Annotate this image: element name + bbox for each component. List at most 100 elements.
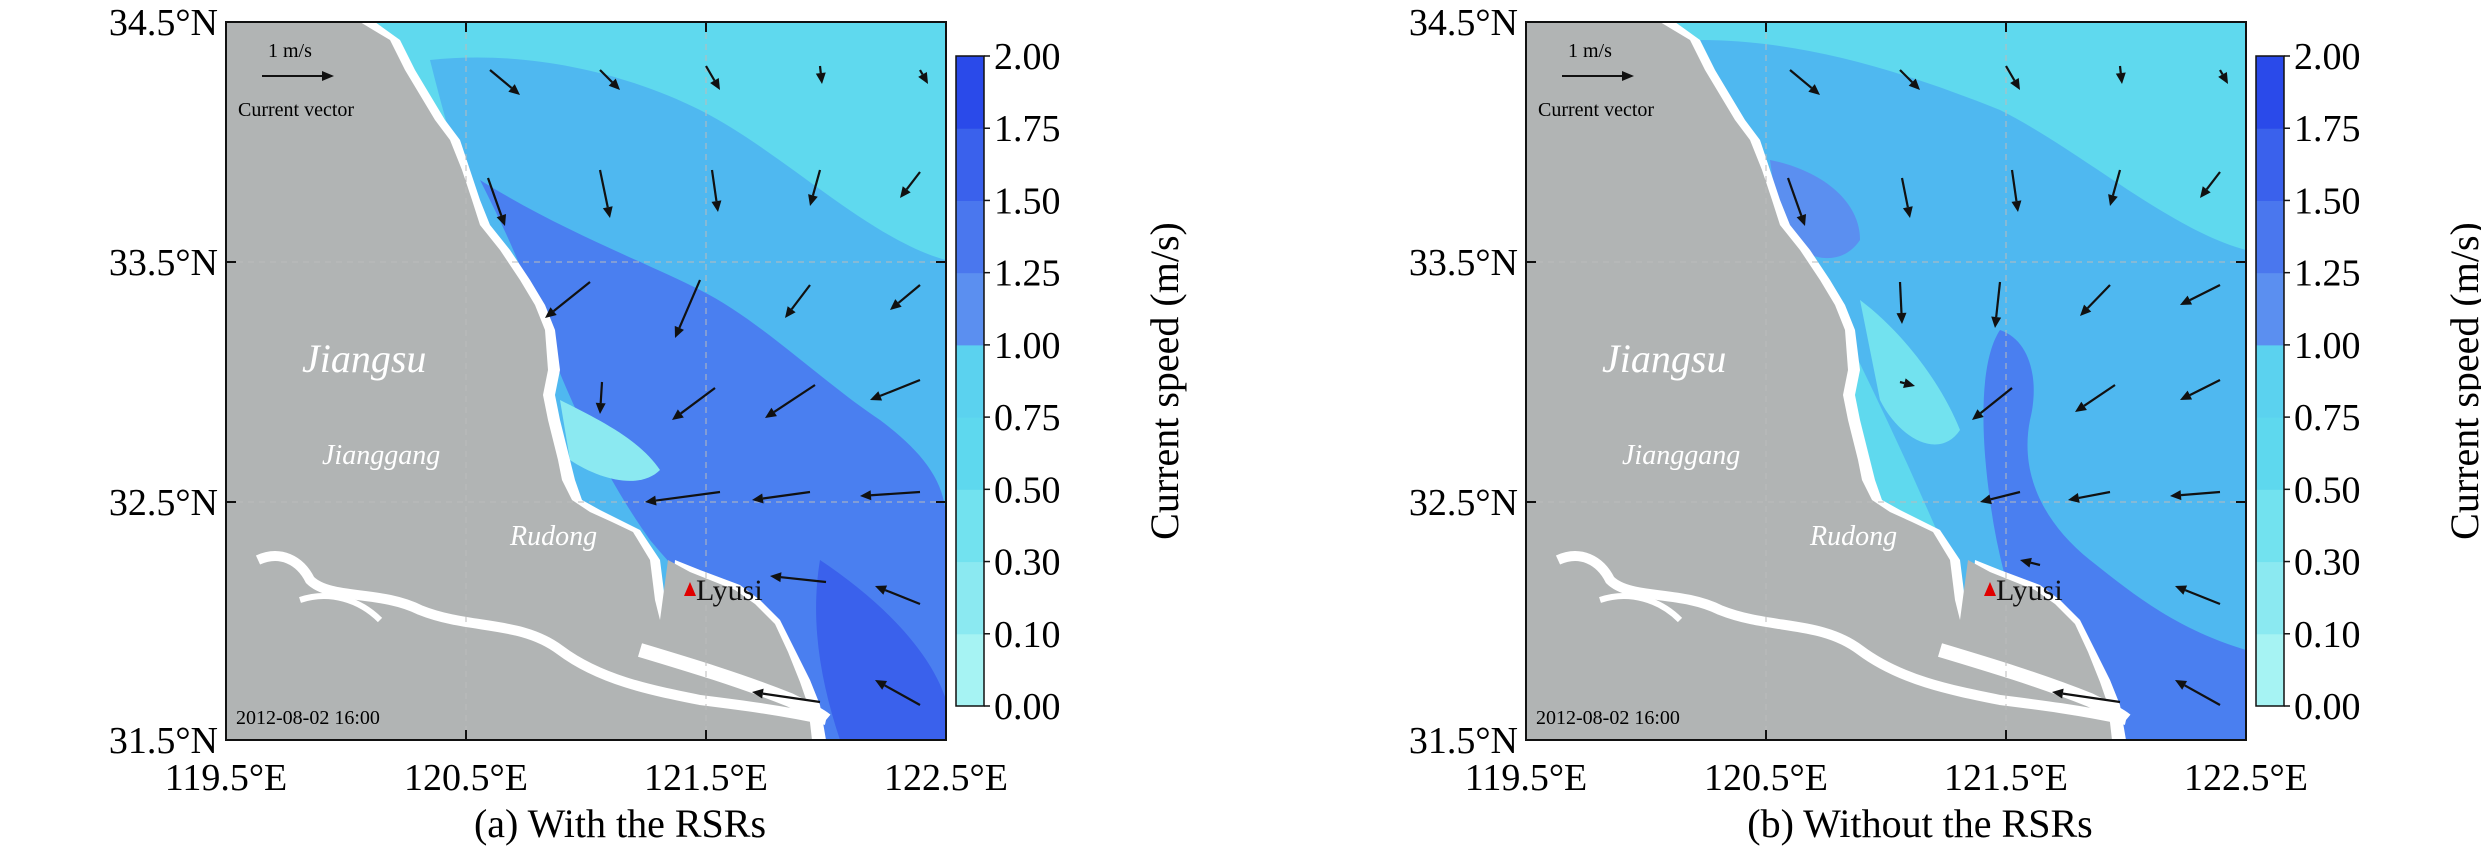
current-vector	[762, 692, 821, 704]
label-station: Lyusi	[696, 574, 763, 607]
river-mouth	[1937, 643, 2131, 726]
current-vector	[655, 490, 721, 502]
river-branch	[299, 593, 383, 623]
label-town2: Rudong	[1809, 521, 1897, 552]
river-channel	[255, 551, 828, 725]
current-vector	[884, 589, 921, 606]
current-vector	[2205, 171, 2221, 190]
colorbar-swatch	[956, 561, 984, 635]
current-vector	[2083, 384, 2116, 407]
lat-tick-label: 34.5°N	[109, 2, 218, 44]
colorbar-swatch	[2256, 561, 2284, 635]
colorbar-swatch	[2256, 128, 2284, 201]
current-vector	[762, 490, 811, 500]
current-vector	[2111, 169, 2122, 196]
current-vector-head	[2052, 688, 2064, 699]
river-branch	[1599, 593, 1683, 623]
current-vector-head	[860, 490, 872, 501]
map-svg-b: 1 m/s Current vector Jiangsu Jianggang Rudon…	[1409, 2, 2481, 799]
current-vector-head	[595, 402, 606, 414]
colorbar-title: Current speed (m/s)	[1142, 222, 1187, 540]
lat-tick-label: 34.5°N	[1409, 2, 1518, 44]
lon-tick-label: 119.5°E	[1465, 757, 1588, 799]
current-vector-head	[2011, 200, 2022, 212]
colorbar-swatch	[956, 128, 984, 201]
current-vector	[2189, 284, 2221, 302]
current-vector	[705, 65, 716, 82]
current-vector-head	[2170, 490, 2182, 501]
current-vector-head	[765, 407, 777, 418]
colorbar-level-label: 0.50	[994, 469, 1061, 511]
lon-tick-label: 120.5°E	[404, 757, 528, 799]
current-vector-head	[785, 306, 796, 318]
speed-zone-low	[560, 400, 660, 481]
station-marker	[1984, 582, 1996, 596]
current-vector-head	[2075, 401, 2087, 412]
colorbar-level-label: 0.30	[2294, 542, 2361, 584]
colorbar-swatch	[956, 633, 984, 707]
current-vector-head	[808, 194, 818, 206]
panel-a: 1 m/s Current vector Jiangsu Jianggang Rudon…	[0, 0, 1240, 851]
current-vector	[2010, 169, 2018, 202]
current-vector	[2184, 589, 2221, 606]
vector-legend: 1 m/s Current vector	[238, 40, 354, 121]
current-vectors	[1786, 65, 2228, 706]
current-vector-head	[2175, 680, 2188, 690]
colorbar-swatch	[956, 272, 984, 346]
label-province: Jiangsu	[302, 336, 426, 381]
current-vector	[884, 684, 921, 706]
current-vector-head	[1896, 312, 1907, 324]
colorbar-swatch	[2256, 200, 2284, 274]
land	[1526, 22, 2112, 740]
current-vector-head	[2080, 304, 2092, 316]
colorbar-level-label: 1.50	[2294, 180, 2361, 222]
colorbar-title: Current speed (m/s)	[2442, 222, 2481, 540]
current-vector	[780, 576, 827, 584]
map-frame	[1525, 21, 2247, 741]
colorbar-swatch	[2256, 489, 2284, 563]
current-vector-head	[2020, 557, 2032, 568]
current-vector-head	[875, 680, 888, 690]
current-vector	[2189, 379, 2221, 397]
current-vector-head	[2115, 72, 2126, 84]
vector-legend: 1 m/s Current vector	[1538, 40, 1654, 121]
colorbar-level-label: 1.25	[994, 253, 1061, 295]
current-vectors	[486, 65, 928, 706]
vector-legend-value: 1 m/s	[1568, 40, 1612, 62]
current-vector-head	[2108, 194, 2118, 206]
grid-lines	[1526, 22, 2246, 740]
label-station: Lyusi	[1996, 574, 2063, 607]
colorbar-swatch	[2256, 56, 2284, 129]
colorbar-level-label: 1.00	[2294, 325, 2361, 367]
current-vector-head	[815, 72, 826, 84]
current-vector-head	[890, 299, 902, 310]
grid-lines	[226, 22, 946, 740]
lat-tick-label: 32.5°N	[109, 482, 218, 524]
current-vector-head	[1902, 206, 1913, 218]
current-vector-head	[2218, 71, 2228, 84]
current-vector-head	[875, 585, 888, 595]
colorbar-swatch	[956, 56, 984, 129]
current-vector	[1900, 177, 1909, 208]
current-vector-head	[608, 78, 620, 90]
colorbar-level-label: 0.00	[2294, 686, 2361, 728]
colorbar-level-label: 1.75	[994, 108, 1061, 150]
current-vector-head	[1903, 378, 1915, 388]
current-vector	[2219, 69, 2224, 75]
current-vector	[599, 381, 604, 404]
axis-ticks	[1525, 21, 2247, 741]
current-vector-head	[1991, 316, 2002, 328]
colorbar-level-label: 0.75	[2294, 397, 2361, 439]
vector-legend-label: Current vector	[1538, 99, 1654, 121]
current-vector-head	[2068, 493, 2080, 503]
current-vector	[818, 65, 822, 74]
lon-tick-label: 122.5°E	[884, 757, 1008, 799]
current-vector	[1990, 490, 2021, 501]
lat-tick-label: 32.5°N	[1409, 482, 1518, 524]
current-vector-head	[1908, 78, 1920, 90]
map-frame	[225, 21, 947, 741]
current-vector	[773, 384, 816, 413]
speed-zone-max	[816, 560, 946, 740]
timestamp: 2012-08-02 16:00	[1536, 707, 1680, 729]
current-vector	[2062, 692, 2121, 704]
